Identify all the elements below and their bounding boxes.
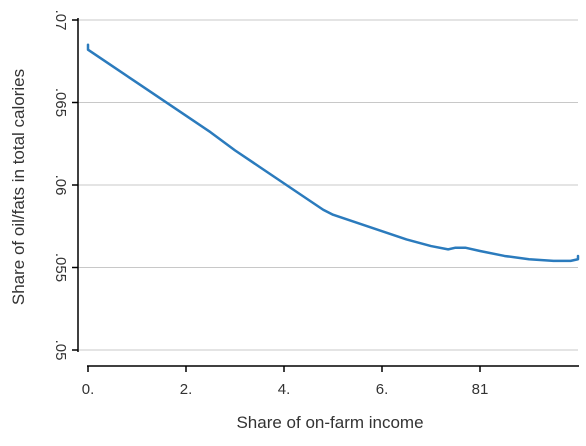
y-tick-label: .05 [52,340,69,361]
y-tick-label: .06 [52,175,69,196]
series-line-0 [86,43,580,263]
y-tick-label: .065 [52,88,69,117]
x-tick-label: 6. [376,381,389,398]
x-tick-label: 81 [472,381,489,398]
y-tick-label: .07 [52,10,69,31]
y-tick-label: .055 [52,253,69,282]
x-axis-title: Share of on-farm income [236,413,423,432]
x-tick-label: 2. [180,381,193,398]
x-tick-label: 0. [82,381,95,398]
x-tick-label: 4. [278,381,291,398]
y-axis-title: Share of oil/fats in total calories [9,69,28,305]
